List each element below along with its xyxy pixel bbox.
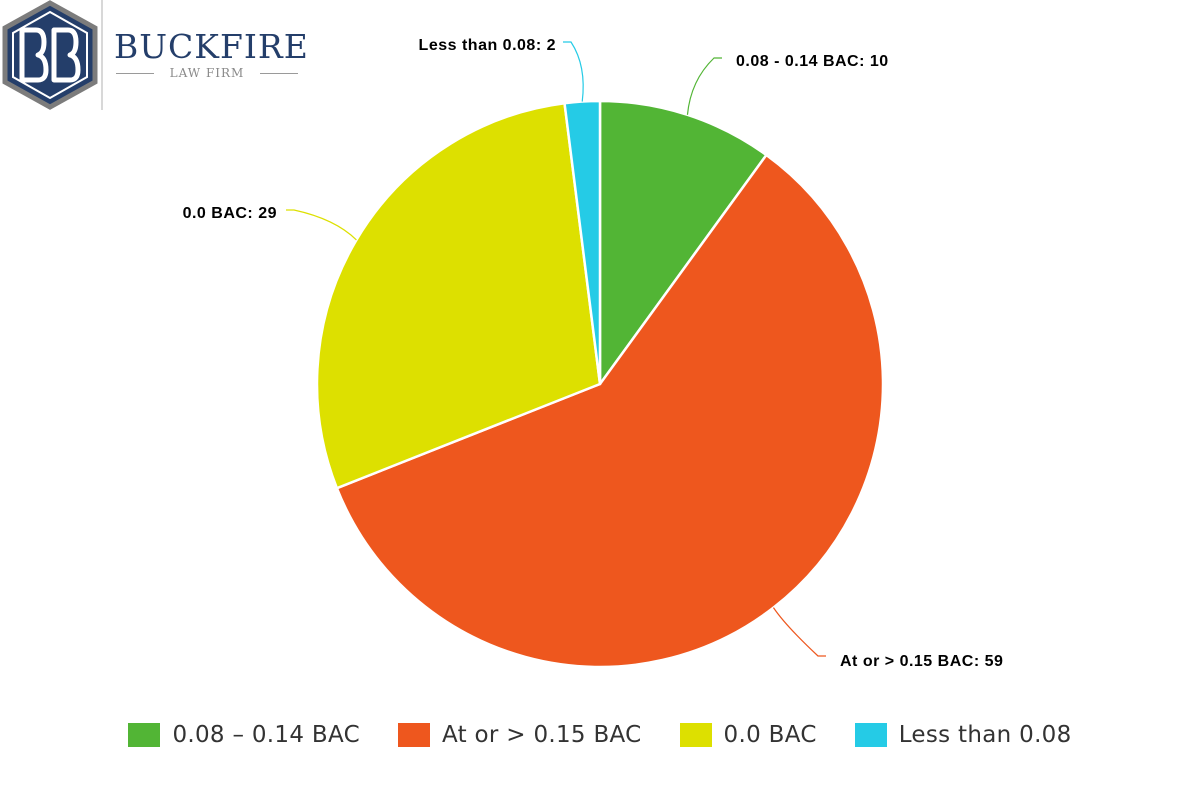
pie-data-labels: 0.08 - 0.14 BAC: 10 At or > 0.15 BAC: 59 0…: [183, 37, 1003, 670]
data-label-1: 0.08 - 0.14 BAC: 10: [736, 53, 889, 70]
legend-swatch: [128, 723, 161, 747]
legend-item-4: Less than 0.08: [854, 722, 1072, 748]
legend-item-2: At or > 0.15 BAC: [397, 722, 642, 748]
brand-subtitle: LAW FIRM: [114, 66, 300, 80]
legend-item-1: 0.08 – 0.14 BAC: [128, 722, 360, 748]
legend-label: Less than 0.08: [898, 722, 1072, 748]
leader-line-1: [686, 57, 722, 115]
leader-line-4: [563, 41, 584, 102]
legend-swatch: [397, 723, 430, 747]
legend-swatch: [854, 723, 887, 747]
firm-logo: BUCKFIRE LAW FIRM: [0, 0, 310, 110]
data-label-4: Less than 0.08: 2: [419, 37, 556, 54]
data-label-2: At or > 0.15 BAC: 59: [840, 653, 1003, 670]
legend-label: 0.08 – 0.14 BAC: [172, 722, 360, 748]
pie-slice-3: [315, 101, 602, 490]
legend-item-3: 0.0 BAC: [679, 722, 817, 748]
pie-slice-2: [335, 153, 885, 669]
pie-slice-4: [563, 99, 602, 386]
data-label-3: 0.0 BAC: 29: [183, 205, 277, 222]
leader-line-3: [286, 209, 357, 241]
pie-leader-lines: [286, 41, 826, 657]
legend-label: At or > 0.15 BAC: [441, 722, 642, 748]
leader-line-2: [772, 607, 826, 657]
legend-label: 0.0 BAC: [723, 722, 817, 748]
logo-divider: [101, 0, 103, 110]
bb-hexagon-logo-icon: [2, 0, 98, 110]
brand-name: BUCKFIRE: [114, 27, 309, 66]
pie-slices: [315, 99, 885, 669]
legend-swatch: [679, 723, 712, 747]
chart-legend: 0.08 – 0.14 BAC At or > 0.15 BAC 0.0 BAC Le…: [0, 722, 1200, 748]
pie-slice-1: [598, 99, 768, 386]
